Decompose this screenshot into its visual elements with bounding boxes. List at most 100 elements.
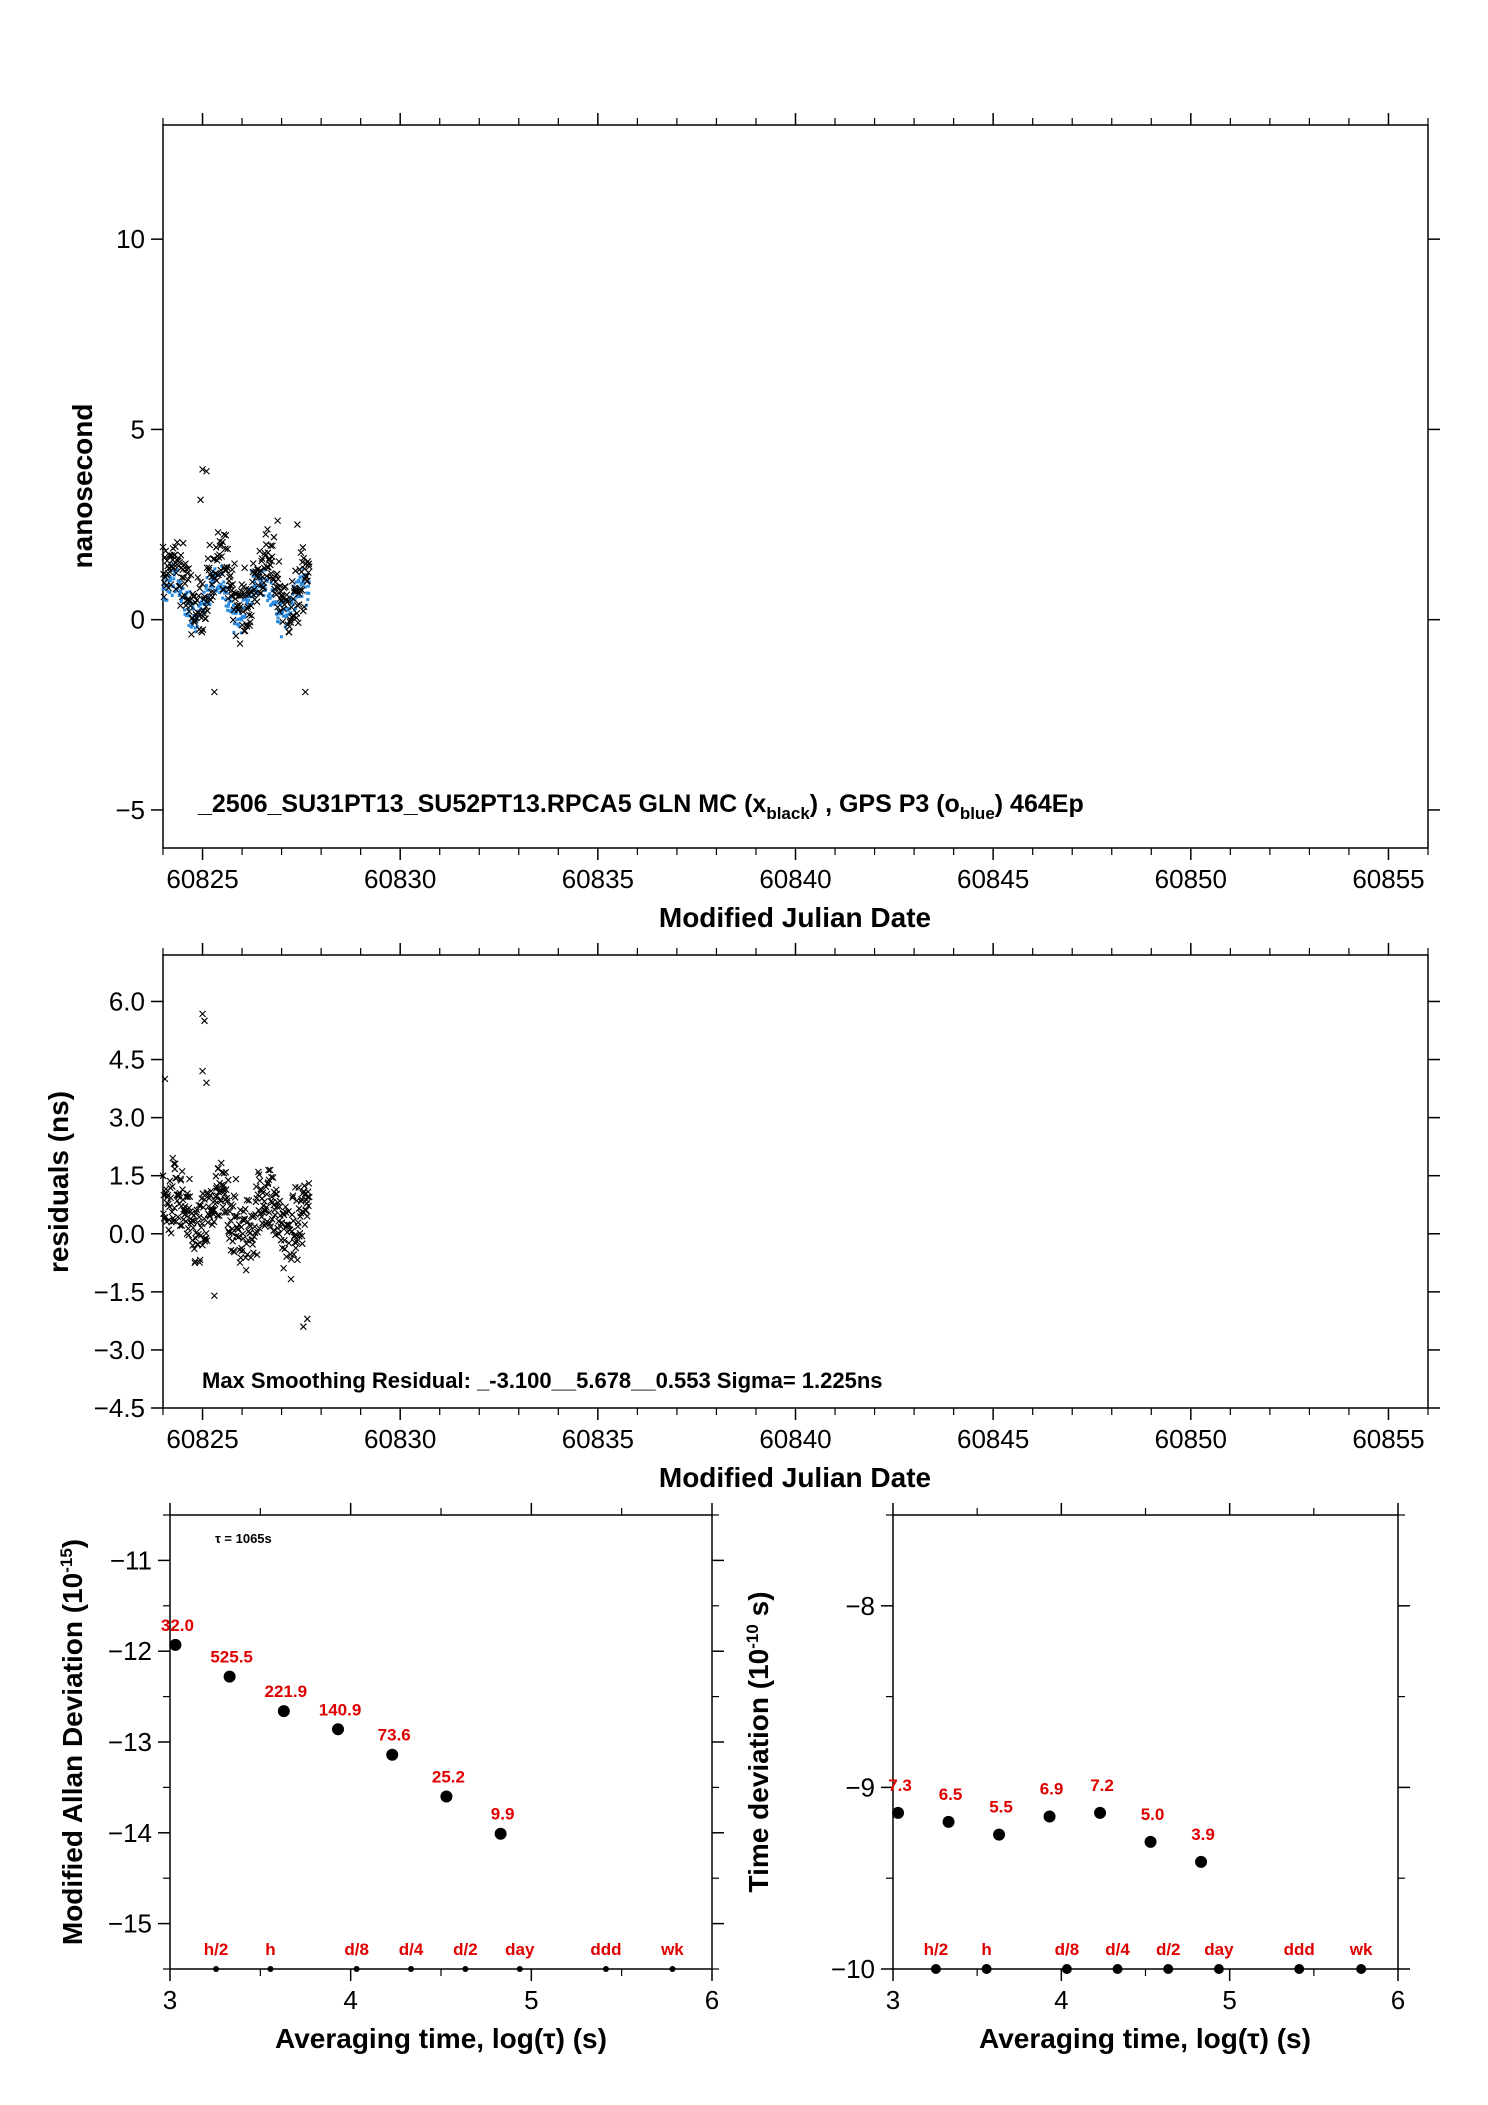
residual-point [289, 1194, 296, 1201]
gln-point [292, 567, 299, 575]
residual-point [303, 1315, 311, 1323]
gln-point [212, 543, 220, 551]
residual-point [212, 1184, 220, 1192]
gln-point [254, 581, 262, 589]
gps-point [212, 575, 216, 579]
gln-point [298, 586, 306, 594]
gln-point [248, 612, 255, 619]
gln-point [289, 612, 297, 620]
interval-label: day [505, 1940, 535, 1959]
residual-point [238, 1247, 246, 1255]
gln-point [228, 566, 236, 574]
interval-marker [353, 1966, 360, 1972]
residual-point [298, 1240, 306, 1248]
residual-point [282, 1203, 290, 1211]
gln-point [288, 577, 296, 585]
point-label: 140.9 [319, 1700, 362, 1719]
gln-point [179, 539, 187, 547]
y-tick-label: 0.0 [109, 1219, 145, 1249]
residual-point [169, 1154, 177, 1162]
residual-point [233, 1212, 241, 1220]
residual-point [289, 1192, 297, 1200]
gps-point [166, 583, 170, 587]
gln-point [289, 595, 297, 603]
residual-point [268, 1193, 276, 1201]
residual-point [167, 1229, 175, 1237]
residual-point [243, 1196, 251, 1204]
residual-point [265, 1166, 272, 1174]
gps-point [277, 620, 281, 624]
residual-point [217, 1196, 224, 1204]
gps-point [210, 578, 214, 582]
annotation-sub-blue: blue [960, 804, 995, 823]
residual-point [185, 1231, 193, 1239]
point-label: 6.5 [939, 1785, 963, 1804]
y-tick-label: 6.0 [109, 986, 145, 1016]
gln-point [274, 575, 282, 583]
gln-point [177, 602, 184, 609]
residual-point [224, 1221, 232, 1229]
gps-point [245, 600, 249, 604]
residual-point [178, 1167, 186, 1175]
tau-note: τ = 1065s [215, 1531, 272, 1546]
residual-point [179, 1186, 186, 1193]
time-series-panel: 60825 60830 60835 60840 60845 60850 60855 −5 0 5 1… [67, 113, 1440, 933]
gln-point [177, 551, 185, 559]
residual-point [254, 1228, 261, 1236]
interval-label: h [981, 1940, 991, 1959]
x-axis-title: Modified Julian Date [659, 902, 931, 933]
gln-point [266, 561, 274, 569]
gps-point [195, 625, 199, 629]
residual-point [281, 1236, 288, 1244]
residual-point [231, 1194, 239, 1201]
gps-point [161, 587, 165, 591]
gps-point [179, 600, 183, 604]
residual-point [212, 1172, 220, 1180]
residual-point [214, 1212, 221, 1219]
gln-point [240, 627, 248, 635]
point-label: 73.6 [378, 1726, 411, 1745]
gps-point [233, 622, 237, 626]
gln-point [285, 628, 293, 636]
residual-point [199, 1203, 207, 1211]
residual-point [161, 1213, 169, 1221]
gln-point [172, 569, 180, 577]
gps-point [276, 616, 280, 620]
gln-point [206, 541, 214, 549]
y-tick-label: 1.5 [109, 1161, 145, 1191]
residual-point [225, 1227, 232, 1235]
gln-point [214, 528, 222, 536]
gln-point [209, 593, 216, 601]
gps-point [293, 608, 297, 612]
interval-marker [267, 1966, 274, 1972]
gps-point [307, 591, 311, 595]
gln-point [246, 618, 254, 626]
residual-point [190, 1217, 197, 1225]
residual-point [222, 1168, 230, 1176]
residual-point [215, 1164, 222, 1172]
deviation-point [942, 1815, 955, 1828]
gln-point [201, 593, 209, 601]
gln-point [245, 611, 253, 619]
gln-point [181, 580, 189, 588]
residual-point [258, 1213, 265, 1221]
residual-point [270, 1227, 277, 1235]
gps-point [166, 589, 170, 593]
gps-point [180, 598, 184, 602]
residual-point [177, 1175, 184, 1183]
interval-label: h/2 [924, 1940, 949, 1959]
gln-point [253, 598, 261, 606]
gps-point [294, 606, 298, 610]
residual-point [267, 1223, 274, 1230]
residual-point [202, 1229, 210, 1237]
residual-point [219, 1203, 227, 1211]
gps-point [289, 598, 293, 602]
gps-point [205, 576, 209, 580]
residual-point [291, 1239, 299, 1246]
point-label: 9.9 [491, 1805, 515, 1824]
residual-point [232, 1175, 240, 1183]
gps-point [297, 595, 301, 599]
y-tick-label: 0 [131, 605, 145, 635]
data-points [159, 1010, 313, 1331]
gps-point [240, 618, 244, 622]
